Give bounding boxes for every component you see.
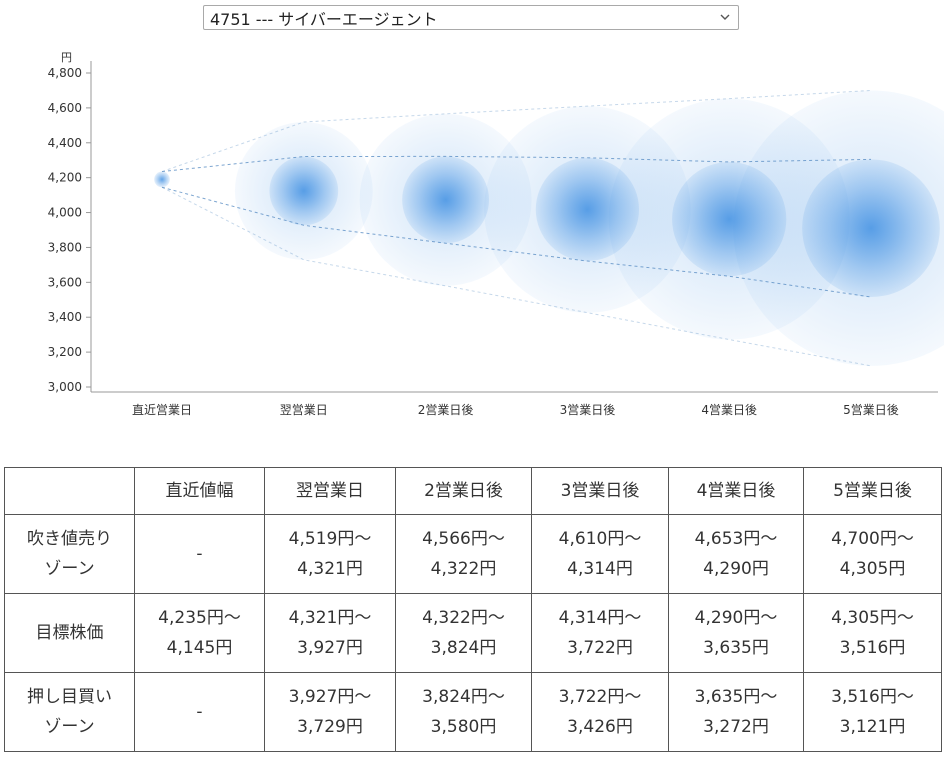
table-cell: 4,700円～ 4,305円 <box>803 514 942 594</box>
y-tick-label: 3,200 <box>48 345 82 359</box>
x-tick-label: 2営業日後 <box>418 403 474 417</box>
table-cell: 3,824円～ 3,580円 <box>395 672 532 752</box>
y-tick-label: 4,400 <box>48 136 82 150</box>
x-tick-label: 直近営業日 <box>132 403 192 417</box>
header-cell: 翌営業日 <box>264 467 396 515</box>
target-range-bubble <box>269 156 339 226</box>
row-label-sell-zone: 吹き値売り ゾーン <box>4 514 135 594</box>
chevron-down-icon <box>720 14 730 20</box>
table-cell: - <box>134 672 265 752</box>
table-cell: - <box>134 514 265 594</box>
table-cell: 3,927円～ 3,729円 <box>264 672 396 752</box>
row-label-target-price: 目標株価 <box>4 593 135 673</box>
forecast-chart: 3,000 3,200 3,400 3,600 3,800 4,000 4,200 4,400… <box>48 51 944 417</box>
target-range-bubble <box>154 171 170 188</box>
table-row: 吹き値売り ゾーン - 4,519円～ 4,321円 4,566円～ 4,322… <box>4 514 942 594</box>
table-row: 押し目買い ゾーン - 3,927円～ 3,729円 3,824円～ 3,580… <box>4 672 942 752</box>
y-tick-label: 4,200 <box>48 171 82 185</box>
table-cell: 4,321円～ 3,927円 <box>264 593 396 673</box>
y-tick-label: 4,600 <box>48 101 82 115</box>
table-header-row: 直近値幅 翌営業日 2営業日後 3営業日後 4営業日後 5営業日後 <box>4 467 942 515</box>
table-cell: 4,519円～ 4,321円 <box>264 514 396 594</box>
target-range-bubble <box>402 156 490 244</box>
header-cell: 2営業日後 <box>395 467 532 515</box>
header-cell: 直近値幅 <box>134 467 265 515</box>
table-cell: 3,635円～ 3,272円 <box>668 672 804 752</box>
target-range-bubble <box>672 161 787 277</box>
table-cell: 3,516円～ 3,121円 <box>803 672 942 752</box>
y-tick-label: 3,600 <box>48 275 82 289</box>
target-range-bubble <box>535 157 640 262</box>
x-tick-label: 翌営業日 <box>280 403 328 417</box>
inner-upper-line <box>161 155 872 173</box>
table-cell: 4,235円～ 4,145円 <box>134 593 265 673</box>
table-row: 目標株価 4,235円～ 4,145円 4,321円～ 3,927円 4,322… <box>4 593 942 673</box>
y-unit-label: 円 <box>61 51 72 64</box>
stock-select-value: 4751 --- サイバーエージェント <box>210 9 438 29</box>
table-cell: 4,305円～ 3,516円 <box>803 593 942 673</box>
inner-lower-line <box>161 186 872 298</box>
y-tick-label: 3,800 <box>48 240 82 254</box>
table-cell: 4,566円～ 4,322円 <box>395 514 532 594</box>
price-zone-table: 直近値幅 翌営業日 2営業日後 3営業日後 4営業日後 5営業日後 吹き値売り … <box>4 467 942 752</box>
table-cell: 3,722円～ 3,426円 <box>531 672 669 752</box>
stock-select[interactable]: 4751 --- サイバーエージェント <box>203 5 739 30</box>
x-tick-label: 5営業日後 <box>843 403 899 417</box>
outer-lower-line <box>161 186 872 367</box>
y-tick-label: 3,400 <box>48 310 82 324</box>
header-cell: 5営業日後 <box>803 467 942 515</box>
header-cell: 4営業日後 <box>668 467 804 515</box>
x-tick-label: 4営業日後 <box>701 403 757 417</box>
header-cell <box>4 467 135 515</box>
row-label-buy-zone: 押し目買い ゾーン <box>4 672 135 752</box>
table-cell: 4,653円～ 4,290円 <box>668 514 804 594</box>
y-tick-label: 4,000 <box>48 206 82 220</box>
x-tick-label: 3営業日後 <box>560 403 616 417</box>
table-cell: 4,610円～ 4,314円 <box>531 514 669 594</box>
table-cell: 4,314円～ 3,722円 <box>531 593 669 673</box>
table-cell: 4,290円～ 3,635円 <box>668 593 804 673</box>
plot-area <box>154 89 944 367</box>
y-tick-label: 4,800 <box>48 66 82 80</box>
table-cell: 4,322円～ 3,824円 <box>395 593 532 673</box>
y-tick-label: 3,000 <box>48 380 82 394</box>
header-cell: 3営業日後 <box>531 467 669 515</box>
target-range-bubble <box>802 159 940 297</box>
